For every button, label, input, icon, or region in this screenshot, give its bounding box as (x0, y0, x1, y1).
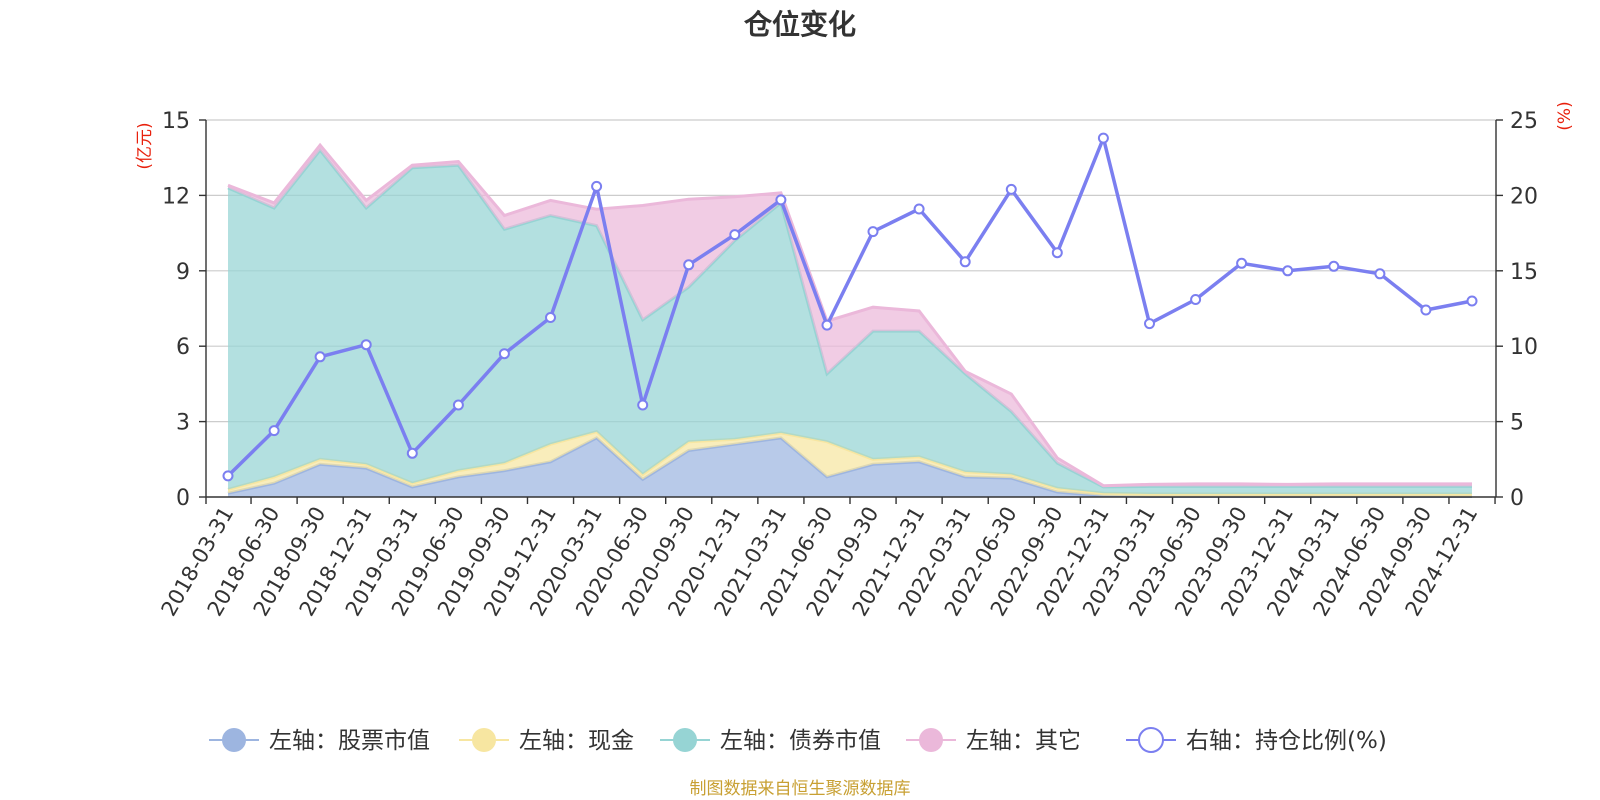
left-axis-unit: (亿元) (135, 122, 155, 169)
area-左轴：其它 (228, 145, 1472, 487)
legend-marker (222, 728, 246, 752)
right-tick-label: 25 (1510, 109, 1538, 134)
area-左轴：股票市值 (228, 437, 1472, 497)
legend-label: 左轴：债券市值 (720, 728, 881, 754)
legend-item[interactable]: 右轴：持仓比例(%) (1126, 727, 1387, 754)
legend-marker (673, 728, 697, 752)
ratio-point (821, 319, 833, 331)
legend-item[interactable]: 左轴：其它 (906, 728, 1081, 754)
ratio-point (360, 339, 372, 351)
legend-marker (919, 728, 943, 752)
ratio-point (867, 226, 879, 238)
ratio-point (314, 351, 326, 363)
ratio-point (959, 256, 971, 268)
left-tick-label: 15 (162, 109, 190, 134)
area-edge-左轴：其它 (227, 142, 1472, 488)
left-tick-label: 12 (162, 184, 190, 209)
ratio-point (268, 425, 280, 437)
ratio-point (222, 470, 234, 482)
left-tick-label: 6 (176, 335, 190, 360)
ratio-point (913, 203, 925, 215)
left-tick-label: 9 (176, 260, 190, 285)
ratio-point (1144, 318, 1155, 330)
data-source-note: 制图数据来自恒生聚源数据库 (690, 779, 911, 799)
ratio-point (406, 447, 418, 459)
stacked-areas (227, 142, 1472, 498)
ratio-point (1051, 247, 1063, 259)
ratio-point (683, 259, 695, 271)
chart-title: 仓位变化 (744, 8, 856, 41)
area-左轴：债券市值 (228, 150, 1472, 494)
legend-item[interactable]: 左轴：股票市值 (209, 728, 430, 754)
legend-marker (472, 728, 496, 752)
right-tick-label: 5 (1510, 411, 1524, 436)
ratio-point (1420, 304, 1432, 316)
right-tick-label: 10 (1510, 335, 1538, 360)
ratio-point (637, 399, 649, 411)
right-tick-label: 20 (1510, 184, 1538, 209)
ratio-point (545, 312, 556, 323)
legend-item[interactable]: 左轴：现金 (459, 728, 634, 754)
ratio-line-path (226, 136, 1473, 478)
right-tick-label: 15 (1510, 260, 1538, 285)
ratio-point (1466, 295, 1478, 307)
ratio-point (775, 194, 787, 206)
legend-item[interactable]: 左轴：债券市值 (660, 728, 881, 754)
ratio-point (1005, 183, 1017, 195)
right-tick-label: 0 (1510, 486, 1524, 511)
ratio-point (498, 348, 510, 360)
ratio-point (1282, 265, 1294, 277)
legend-label: 左轴：股票市值 (269, 728, 430, 754)
ratio-point (1097, 132, 1109, 144)
ratio-point (1236, 257, 1248, 269)
ratio-point (1190, 294, 1202, 305)
legend: 左轴：股票市值 左轴：现金 左轴：债券市值 左轴：其它 右轴：持仓比例(%) (209, 727, 1387, 754)
left-tick-label: 3 (176, 411, 190, 436)
ratio-point (591, 180, 603, 192)
legend-label: 右轴：持仓比例(%) (1186, 728, 1387, 754)
legend-label: 左轴：现金 (519, 728, 634, 754)
area-左轴：现金 (228, 431, 1472, 497)
legend-label: 左轴：其它 (966, 728, 1081, 754)
ratio-point (729, 229, 741, 241)
left-tick-label: 0 (176, 486, 190, 511)
ratio-point (1328, 260, 1340, 272)
right-axis-unit: (%) (1555, 101, 1575, 130)
legend-marker (1138, 727, 1164, 753)
ratio-point (1374, 268, 1386, 280)
ratio-point (452, 399, 464, 411)
ratio-line (222, 132, 1478, 482)
